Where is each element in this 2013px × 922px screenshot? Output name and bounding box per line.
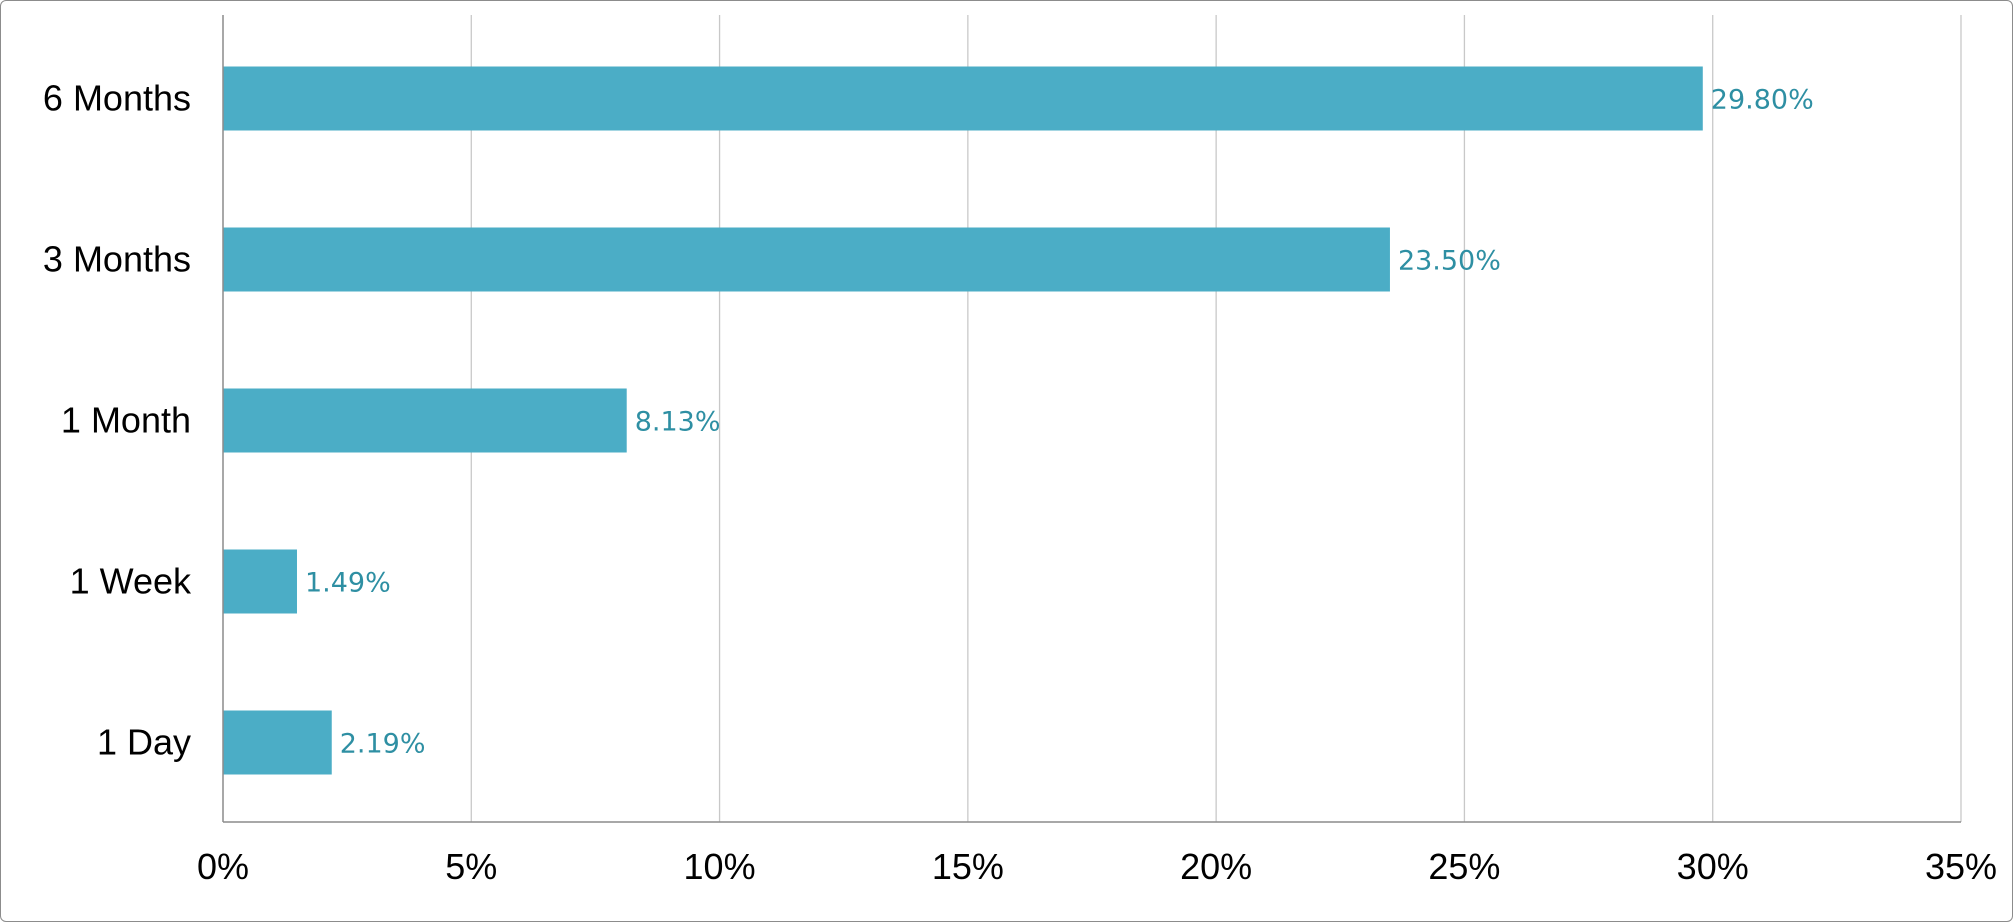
data-label: 1.49%	[305, 568, 391, 599]
bar	[223, 227, 1390, 292]
x-tick-label: 35%	[1925, 846, 1997, 887]
category-label: 3 Months	[43, 239, 191, 280]
data-label: 29.80%	[1711, 85, 1814, 116]
category-label: 1 Week	[70, 561, 192, 602]
bars	[223, 66, 1703, 775]
data-label: 8.13%	[635, 407, 721, 438]
x-tick-label: 5%	[445, 846, 497, 887]
data-label: 23.50%	[1398, 246, 1501, 277]
axes	[222, 15, 1961, 823]
bar	[223, 549, 297, 614]
x-tick-label: 15%	[932, 846, 1004, 887]
bar	[223, 388, 627, 453]
x-tick-label: 10%	[684, 846, 756, 887]
x-tick-label: 0%	[197, 846, 249, 887]
bar	[223, 710, 332, 775]
category-label: 1 Month	[61, 400, 191, 441]
x-tick-label: 25%	[1428, 846, 1500, 887]
grid-lines	[470, 15, 1962, 822]
category-label: 6 Months	[43, 78, 191, 119]
bar	[223, 66, 1703, 131]
data-label: 2.19%	[340, 729, 426, 760]
category-label: 1 Day	[97, 722, 191, 763]
x-tick-label: 30%	[1677, 846, 1749, 887]
x-tick-label: 20%	[1180, 846, 1252, 887]
labels: 0% 5% 10% 15% 20% 25% 30% 35% 6 Months 29.80% 3 Mo…	[43, 78, 1997, 888]
